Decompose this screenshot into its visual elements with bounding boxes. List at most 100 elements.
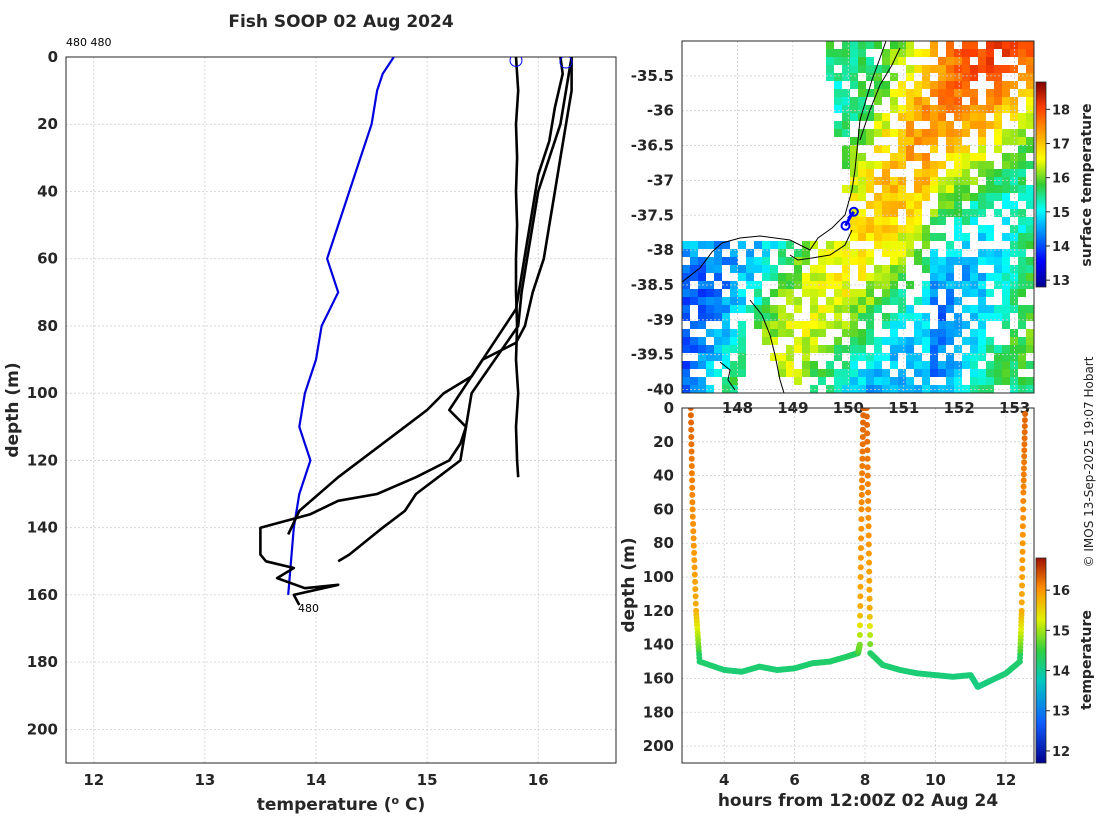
sst-cell — [962, 177, 970, 185]
profile-y-tick: 60 — [37, 250, 58, 268]
timeseries-point — [1018, 607, 1025, 614]
sst-cell — [730, 305, 738, 313]
sst-cell — [946, 305, 954, 313]
sst-cell — [890, 97, 898, 105]
sst-cell — [874, 161, 882, 169]
sst-cell — [890, 161, 898, 169]
sst-cell — [1018, 161, 1026, 169]
sst-cell — [986, 65, 994, 73]
sst-cell — [1002, 257, 1010, 265]
sst-cell — [874, 129, 882, 137]
timeseries-point — [1019, 574, 1026, 580]
timeseries-point — [1019, 523, 1026, 530]
sst-cell — [882, 185, 890, 193]
sst-cell — [906, 137, 914, 145]
sst-cell — [938, 97, 946, 105]
sst-cell — [954, 249, 962, 257]
timeseries-point — [688, 426, 695, 433]
sst-cell — [890, 49, 898, 57]
sst-cell — [970, 97, 978, 105]
sst-cell — [682, 385, 690, 393]
sst-cell — [1018, 185, 1026, 193]
sst-cell — [1026, 265, 1034, 273]
sst-cell — [850, 385, 858, 393]
sst-cell — [978, 369, 986, 377]
sst-cell — [946, 209, 954, 217]
sst-cell — [898, 385, 906, 393]
profile-x-tick: 12 — [83, 771, 104, 789]
sst-cell — [938, 361, 946, 369]
timeseries-point — [1019, 582, 1026, 589]
sst-cell — [818, 273, 826, 281]
sst-cell — [1010, 105, 1018, 113]
sst-cell — [698, 297, 706, 305]
sst-cell — [954, 297, 962, 305]
sst-cell — [962, 49, 970, 57]
sst-cell — [930, 129, 938, 137]
sst-cell — [706, 345, 714, 353]
sst-cell — [946, 249, 954, 257]
sst-cell — [754, 241, 762, 249]
sst-cell — [706, 361, 714, 369]
sst-cell — [866, 177, 874, 185]
sst-cell — [930, 49, 938, 57]
map-lat-tick: -38.5 — [631, 276, 674, 294]
sst-cell — [906, 145, 914, 153]
sst-cell — [834, 313, 842, 321]
sst-cell — [810, 329, 818, 337]
sst-cell — [1002, 169, 1010, 177]
timeseries-point — [865, 506, 872, 513]
timeseries-point — [688, 419, 695, 426]
sst-cell — [914, 137, 922, 145]
sst-cell — [730, 249, 738, 257]
sst-cell — [898, 177, 906, 185]
sst-cell — [898, 81, 906, 89]
sst-cell — [770, 353, 778, 361]
sst-cell — [682, 361, 690, 369]
sst-cell — [1018, 265, 1026, 273]
sst-cell — [850, 105, 858, 113]
sst-cell — [978, 345, 986, 353]
sst-cell — [746, 273, 754, 281]
sst-cell — [922, 137, 930, 145]
sst-cell — [954, 185, 962, 193]
sst-cell — [1010, 305, 1018, 313]
sst-cell — [682, 369, 690, 377]
sst-cell — [922, 49, 930, 57]
sst-cell — [906, 305, 914, 313]
sst-cell — [938, 113, 946, 121]
sst-cell — [1010, 361, 1018, 369]
sst-cell — [778, 321, 786, 329]
sst-cell — [722, 297, 730, 305]
sst-cell — [954, 329, 962, 337]
sst-cell — [978, 145, 986, 153]
sst-cell — [866, 217, 874, 225]
sst-cell — [850, 217, 858, 225]
sst-cell — [714, 305, 722, 313]
sst-cell — [930, 273, 938, 281]
sst-cell — [994, 81, 1002, 89]
sst-cell — [954, 345, 962, 353]
timeseries-point — [866, 577, 873, 584]
sst-cell — [826, 65, 834, 73]
timeseries-y-label: depth (m) — [619, 537, 639, 632]
sst-cell — [722, 353, 730, 361]
sst-cell — [954, 105, 962, 113]
sst-cell — [890, 89, 898, 97]
sst-cell — [1026, 49, 1034, 57]
sst-cell — [834, 121, 842, 129]
sst-cell — [914, 369, 922, 377]
profile-y-label: depth (m) — [3, 362, 23, 457]
sst-cell — [890, 185, 898, 193]
timeseries-point — [1021, 429, 1028, 436]
timeseries-point — [690, 528, 697, 535]
timeseries-point — [864, 481, 871, 488]
sst-cell — [890, 289, 898, 297]
sst-cell — [874, 193, 882, 201]
sst-cell — [730, 337, 738, 345]
sst-cell — [858, 169, 866, 177]
timeseries-point — [691, 564, 698, 571]
sst-cell — [882, 385, 890, 393]
sst-cell — [1026, 385, 1034, 393]
timeseries-point — [867, 641, 874, 648]
